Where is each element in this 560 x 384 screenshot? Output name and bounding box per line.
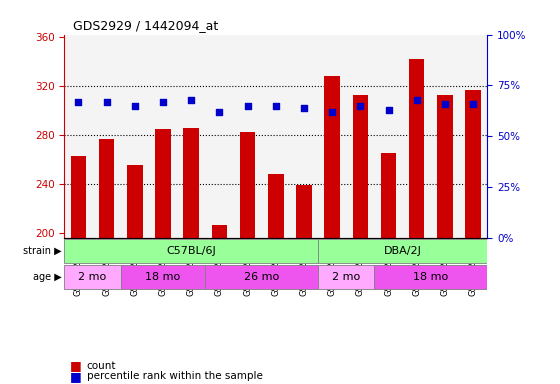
Text: strain ▶: strain ▶	[23, 246, 62, 256]
Bar	[127, 166, 143, 238]
Text: 18 mo: 18 mo	[146, 272, 181, 282]
Bar	[296, 185, 312, 238]
Point	[356, 103, 365, 109]
Bar	[71, 156, 86, 238]
Text: age ▶: age ▶	[33, 272, 62, 282]
Point	[384, 107, 393, 113]
Bar	[206, 265, 318, 289]
Bar	[64, 239, 318, 263]
Bar	[437, 94, 452, 238]
Point	[440, 101, 449, 107]
Text: percentile rank within the sample: percentile rank within the sample	[87, 371, 263, 381]
Bar	[268, 174, 283, 238]
Text: ■: ■	[70, 370, 82, 383]
Text: 2 mo: 2 mo	[332, 272, 361, 282]
Text: GDS2929 / 1442094_at: GDS2929 / 1442094_at	[73, 19, 218, 32]
Point	[158, 99, 167, 105]
Bar	[381, 153, 396, 238]
Point	[300, 104, 309, 111]
Point	[215, 109, 224, 115]
Bar	[64, 265, 121, 289]
Point	[243, 103, 252, 109]
Bar	[240, 132, 255, 238]
Text: 26 mo: 26 mo	[244, 272, 279, 282]
Text: 18 mo: 18 mo	[413, 272, 449, 282]
Text: C57BL/6J: C57BL/6J	[166, 246, 216, 256]
Bar	[184, 127, 199, 238]
Point	[130, 103, 139, 109]
Bar	[409, 59, 424, 238]
Point	[74, 99, 83, 105]
Point	[187, 96, 196, 103]
Text: DBA/2J: DBA/2J	[384, 246, 422, 256]
Bar	[353, 94, 368, 238]
Bar	[318, 265, 375, 289]
Point	[102, 99, 111, 105]
Bar	[155, 129, 171, 238]
Bar	[212, 225, 227, 238]
Text: ■: ■	[70, 359, 82, 372]
Point	[412, 96, 421, 103]
Text: 2 mo: 2 mo	[78, 272, 107, 282]
Bar	[318, 239, 487, 263]
Point	[328, 109, 337, 115]
Bar	[121, 265, 206, 289]
Bar	[99, 139, 114, 238]
Point	[271, 103, 280, 109]
Bar	[375, 265, 487, 289]
Bar	[465, 89, 481, 238]
Point	[469, 101, 478, 107]
Bar	[324, 76, 340, 238]
Text: count: count	[87, 361, 116, 371]
